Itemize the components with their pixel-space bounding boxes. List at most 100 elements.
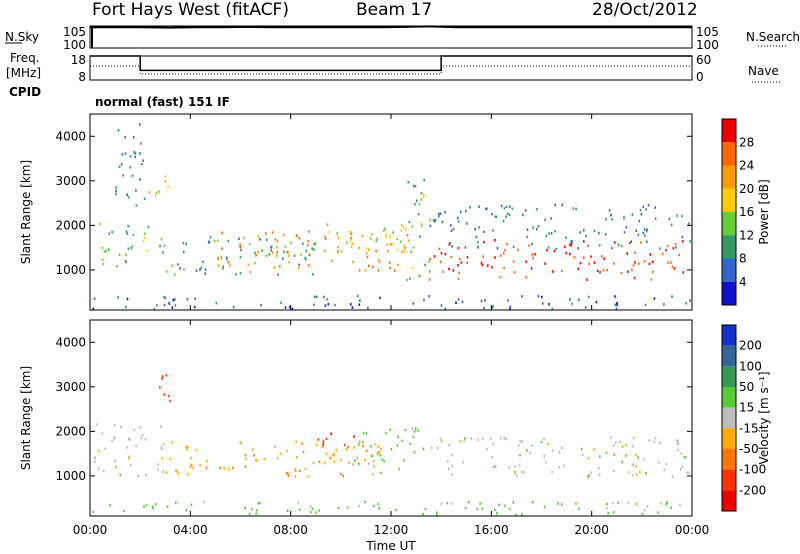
velocity-echo-cell [558, 450, 561, 454]
power-echo-cell [650, 278, 653, 281]
velocity-echo-cell [389, 428, 392, 432]
power-echo-cell [389, 266, 391, 270]
velocity-echo-cell [232, 466, 234, 470]
power-echo-cell [171, 264, 174, 267]
velocity-echo-cell [515, 513, 517, 516]
power-echo-cell [239, 271, 242, 275]
power-colorbar-tick: 12 [739, 228, 754, 242]
power-echo-cell [611, 246, 613, 250]
power-echo-cell [450, 229, 453, 232]
velocity-echo-cell [492, 442, 494, 446]
power-echo-cell [248, 243, 251, 246]
power-echo-cell [313, 242, 315, 246]
velocity-echo-cell [635, 502, 638, 506]
velocity-echo-cell [358, 440, 361, 444]
velocity-echo-cell [558, 466, 561, 469]
velocity-echo-cell [364, 458, 366, 462]
velocity-echo-cell [514, 465, 517, 468]
power-echo-cell [92, 307, 95, 310]
velocity-echo-cell [161, 375, 164, 378]
power-echo-cell [642, 231, 645, 235]
power-echo-cell [554, 203, 557, 207]
velocity-echo-cell [346, 506, 349, 509]
power-echo-cell [280, 301, 282, 305]
beam-title: Beam 17 [356, 0, 433, 20]
velocity-echo-cell [625, 454, 627, 457]
power-echo-cell [265, 254, 268, 257]
velocity-echo-cell [450, 473, 453, 476]
velocity-echo-cell [551, 449, 554, 452]
velocity-echo-cell [686, 471, 688, 474]
velocity-echo-cell [643, 509, 646, 512]
velocity-echo-cell [333, 454, 336, 457]
power-echo-cell [222, 267, 224, 270]
power-echo-cell [334, 303, 336, 307]
power-echo-cell [648, 262, 651, 266]
velocity-echo-cell [681, 465, 684, 469]
power-echo-cell [554, 229, 556, 233]
power-echo-cell [409, 277, 411, 280]
power-echo-cell [143, 236, 146, 239]
velocity-echo-cell [628, 470, 630, 474]
power-echo-cell [229, 264, 231, 267]
power-echo-cell [449, 242, 452, 245]
velocity-echo-cell [190, 463, 193, 467]
power-echo-cell [261, 249, 264, 252]
power-echo-cell [405, 228, 407, 231]
power-echo-cell [444, 307, 447, 311]
power-echo-cell [448, 243, 450, 246]
velocity-echo-cell [543, 454, 545, 458]
power-colorbar-swatch [722, 165, 736, 189]
power-echo-cell [457, 246, 460, 250]
power-echo-cell [588, 262, 590, 266]
velocity-echo-cell [119, 473, 122, 477]
power-echo-cell [584, 306, 587, 309]
velocity-echo-cell [482, 437, 484, 440]
power-echo-cell [593, 261, 596, 264]
power-echo-cell [644, 303, 647, 307]
velocity-echo-cell [498, 503, 500, 507]
power-echo-cell [349, 238, 352, 242]
velocity-echo-cell [385, 431, 387, 435]
power-echo-cell [644, 234, 646, 237]
velocity-echo-cell [526, 449, 528, 452]
velocity-colorbar-tick: 200 [739, 339, 762, 353]
velocity-echo-cell [307, 475, 310, 478]
power-echo-cell [434, 218, 437, 222]
power-echo-cell [483, 230, 485, 233]
velocity-echo-cell [168, 394, 170, 398]
power-echo-cell [352, 260, 354, 264]
power-echo-cell [276, 240, 279, 243]
power-echo-cell [438, 215, 440, 218]
velocity-echo-cell [203, 500, 206, 504]
velocity-colorbar-tick: 15 [739, 401, 754, 415]
power-echo-cell [491, 212, 493, 216]
power-echo-cell [146, 249, 148, 252]
power-echo-cell [385, 233, 388, 237]
power-echo-cell [257, 250, 259, 254]
velocity-echo-cell [94, 456, 96, 459]
nave-label: Nave [748, 64, 779, 78]
power-echo-cell [630, 240, 632, 243]
power-echo-cell [375, 239, 378, 243]
power-colorbar-swatch [722, 212, 736, 236]
velocity-echo-cell [159, 386, 161, 389]
velocity-echo-cell [462, 461, 464, 464]
power-echo-cell [154, 194, 157, 197]
power-echo-cell [369, 237, 372, 240]
velocity-echo-cell [377, 452, 379, 455]
power-echo-cell [593, 229, 596, 233]
power-echo-cell [553, 249, 556, 253]
power-echo-cell [350, 231, 353, 234]
power-echo-cell [633, 276, 636, 280]
velocity-echo-cell [286, 509, 289, 513]
velocity-echo-cell [371, 454, 374, 458]
power-echo-cell [367, 306, 369, 310]
power-echo-cell [185, 242, 187, 245]
velocity-echo-cell [451, 453, 453, 457]
power-echo-cell [565, 236, 567, 239]
power-echo-cell [605, 217, 607, 221]
velocity-echo-cell [115, 465, 117, 469]
power-echo-cell [275, 245, 278, 249]
